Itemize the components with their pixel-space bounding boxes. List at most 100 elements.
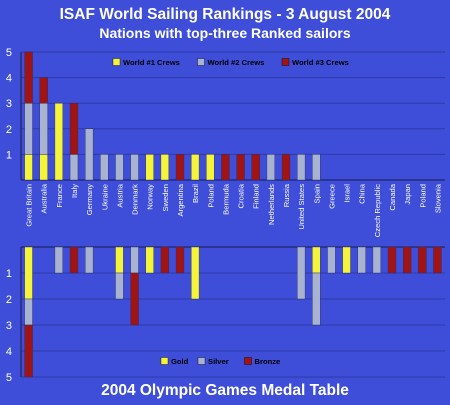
- medal-bar: [85, 246, 94, 274]
- rankings-y-tick-label: 2: [6, 124, 12, 136]
- rankings-bar: [115, 154, 124, 181]
- rankings-category-label: Russia: [282, 183, 291, 207]
- rankings-category-label: Poland: [418, 184, 427, 208]
- rankings-category-label: Ukraine: [100, 184, 109, 210]
- medal-legend-box: [155, 354, 295, 368]
- rankings-category-label: Great Britain: [25, 184, 34, 227]
- rankings-bar: [24, 51, 33, 104]
- rankings-bar: [39, 154, 48, 181]
- rankings-category-label: Spain: [312, 184, 321, 203]
- medal-legend-label: Gold: [171, 357, 189, 366]
- medal-y-tick-label: 5: [6, 372, 12, 384]
- medal-legend-swatch: [244, 357, 252, 365]
- rankings-legend-label: World #2 Crews: [208, 58, 265, 67]
- rankings-bar: [130, 154, 139, 181]
- medal-bar: [357, 246, 366, 274]
- rankings-bar: [24, 154, 33, 181]
- medal-legend-swatch: [197, 357, 206, 365]
- rankings-bar: [312, 154, 321, 181]
- medal-y-tick-label: 2: [6, 294, 12, 306]
- rankings-category-label: United States: [297, 184, 306, 230]
- rankings-bar: [54, 102, 63, 181]
- medal-bar: [297, 246, 306, 300]
- rankings-category-label: Finland: [252, 184, 261, 209]
- medal-bar: [372, 246, 381, 274]
- medal-bar: [175, 246, 185, 274]
- rankings-bar: [251, 154, 260, 181]
- rankings-y-tick-label: 1: [6, 149, 12, 161]
- rankings-category-label: Austria: [115, 183, 124, 207]
- rankings-category-label: Norway: [146, 184, 155, 210]
- rankings-category-label: Australia: [40, 183, 49, 213]
- medal-bar: [24, 246, 33, 300]
- rankings-bar: [85, 128, 94, 181]
- medal-bar: [418, 246, 427, 274]
- medal-bar: [191, 246, 200, 300]
- rankings-category-label: Japan: [403, 184, 412, 205]
- medal-bar: [130, 246, 139, 274]
- rankings-category-label: Italy: [70, 184, 79, 198]
- medal-y-tick-label: 4: [6, 346, 12, 358]
- medal-bar: [145, 246, 154, 274]
- rankings-category-label: Brazil: [191, 184, 200, 203]
- rankings-category-label: Greece: [327, 184, 336, 209]
- medal-y-tick-label: 1: [6, 268, 12, 280]
- medal-bar: [433, 246, 442, 274]
- rankings-bar: [191, 154, 200, 181]
- medal-bar: [160, 246, 169, 274]
- medal-chart: 1 2 3 4 5 Gold Silver Bronze: [6, 246, 445, 384]
- rankings-bar: [266, 154, 275, 181]
- medal-table-title: 2004 Olympic Games Medal Table: [101, 382, 349, 399]
- medal-bar: [115, 246, 124, 274]
- rankings-bar: [206, 154, 215, 181]
- medal-bar: [54, 246, 63, 274]
- medal-bar: [312, 272, 321, 326]
- rankings-bar: [145, 154, 154, 181]
- rankings-bar: [281, 154, 291, 181]
- rankings-category-label: France: [55, 184, 64, 208]
- chart-title: ISAF World Sailing Rankings - 3 August 2…: [60, 6, 391, 23]
- medal-bar: [69, 246, 79, 274]
- rankings-bar: [69, 102, 79, 155]
- rankings-legend-swatch: [281, 58, 290, 66]
- medal-legend-label: Silver: [208, 357, 229, 366]
- rankings-y-tick-label: 5: [6, 47, 12, 59]
- rankings-category-label: Canada: [388, 183, 397, 210]
- medal-bar: [115, 272, 124, 300]
- rankings-category-label: Czech Republic: [373, 184, 382, 237]
- rankings-category-label: Argentina: [176, 183, 185, 216]
- rankings-bar: [175, 154, 185, 181]
- chart-subtitle: Nations with top-three Ranked sailors: [99, 25, 350, 41]
- medal-legend-swatch: [160, 357, 169, 365]
- medal-y-tick-label: 3: [6, 320, 12, 332]
- rankings-legend-label: World #3 Crews: [292, 58, 349, 67]
- rankings-category-label: China: [358, 183, 367, 204]
- rankings-legend-swatch: [112, 58, 121, 66]
- rankings-bar: [39, 77, 48, 104]
- rankings-bar: [297, 154, 306, 181]
- rankings-bar: [221, 154, 230, 181]
- rankings-category-label: Bermuda: [221, 183, 230, 215]
- rankings-legend-label: World #1 Crews: [123, 58, 180, 67]
- rankings-chart: 1 2 3 4 5 Great Britain Australia France Italy Ge…: [6, 47, 445, 237]
- rankings-category-label: Croatia: [237, 183, 246, 208]
- rankings-bar: [160, 154, 169, 181]
- rankings-category-label: Poland: [206, 184, 215, 208]
- rankings-category-label: Germany: [85, 184, 94, 215]
- medal-bar: [312, 246, 321, 274]
- rankings-y-tick-label: 4: [6, 73, 12, 85]
- rankings-category-label: Israel: [343, 184, 352, 203]
- medal-bar: [387, 246, 397, 274]
- medal-bar: [24, 298, 33, 326]
- rankings-bar: [236, 154, 245, 181]
- rankings-y-tick-label: 3: [6, 98, 12, 110]
- rankings-legend-swatch: [197, 58, 205, 66]
- medal-bar: [327, 246, 336, 274]
- rankings-category-label: Sweden: [161, 184, 170, 211]
- medal-bar: [403, 246, 412, 274]
- rankings-bar: [39, 102, 48, 155]
- medal-legend-label: Bronze: [255, 357, 281, 366]
- medal-bar: [130, 272, 139, 326]
- medal-bar: [342, 246, 351, 274]
